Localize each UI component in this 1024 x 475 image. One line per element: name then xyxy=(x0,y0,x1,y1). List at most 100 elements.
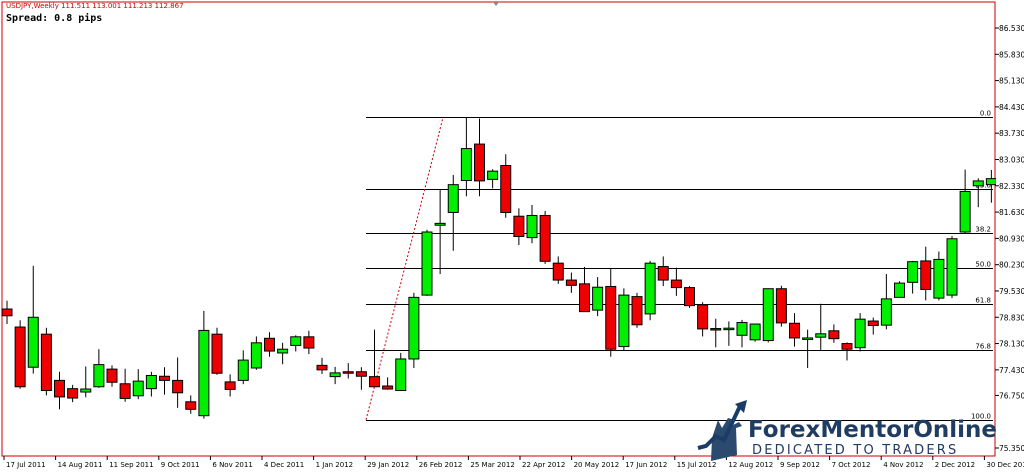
candle xyxy=(355,367,367,390)
candle xyxy=(172,357,184,408)
candle-body-bull xyxy=(644,262,656,315)
candle xyxy=(434,189,446,275)
candle-body-bear xyxy=(316,364,328,371)
candle-body-bear xyxy=(54,379,65,398)
candle-body-bull xyxy=(487,170,499,180)
candle-body-bear xyxy=(159,375,170,381)
candle-body-bull xyxy=(736,322,748,336)
candle xyxy=(80,366,92,398)
y-tick-label: 81.630 xyxy=(999,208,1024,217)
candle xyxy=(933,251,945,301)
candle xyxy=(644,260,656,321)
candle-body-bear xyxy=(211,333,223,374)
candle-body-bear xyxy=(631,296,643,326)
fib-level-label: 38.2 xyxy=(975,226,991,234)
candle-body-bear xyxy=(369,376,380,388)
candle-body-bear xyxy=(355,371,367,377)
candle xyxy=(211,327,223,375)
candle-body-bull xyxy=(395,358,407,392)
candle xyxy=(972,178,984,208)
candle-body-bull xyxy=(618,294,630,348)
candle xyxy=(579,266,590,313)
candle xyxy=(500,154,512,218)
forexmentor-watermark: ForexMentorOnline DEDICATED TO TRADERS xyxy=(697,400,997,461)
candle xyxy=(1,300,13,325)
y-tick-label: 78.130 xyxy=(999,340,1024,349)
candle-body-bull xyxy=(907,261,919,283)
candle-body-bear xyxy=(841,343,853,350)
candle-body-bull xyxy=(434,222,446,226)
candle xyxy=(119,368,131,402)
candle xyxy=(145,371,157,397)
candle-body-bear xyxy=(867,320,879,327)
candle xyxy=(828,324,840,343)
candle xyxy=(749,323,761,342)
candle xyxy=(382,377,394,390)
candle xyxy=(40,327,52,396)
candle-body-bear xyxy=(67,388,79,399)
candle xyxy=(854,313,866,352)
x-tick-label: 17 Jun 2012 xyxy=(625,461,667,469)
candle-body-bear xyxy=(185,401,197,410)
candle xyxy=(277,342,289,365)
watermark-tagline: DEDICATED TO TRADERS xyxy=(752,443,958,458)
candle xyxy=(684,286,695,308)
x-tick-label: 17 Jul 2011 xyxy=(6,461,46,469)
candle-body-bull xyxy=(93,364,105,388)
candle-body-bull xyxy=(132,380,144,397)
candle-body-bull xyxy=(749,323,761,341)
fib-level-label: 76.8 xyxy=(975,343,991,351)
candle-body-bull xyxy=(250,342,262,369)
candle-body-bear xyxy=(342,371,354,374)
candle xyxy=(421,229,433,296)
watermark-brand: ForexMentorOnline xyxy=(748,417,997,443)
candle xyxy=(867,317,879,335)
spread-label: Spread: 0.8 pips xyxy=(6,13,103,24)
candle-body-bear xyxy=(474,143,485,182)
candle-body-bear xyxy=(697,304,709,330)
candle xyxy=(342,363,354,379)
candle xyxy=(106,365,118,387)
candle-body-bull xyxy=(802,337,814,340)
candle-body-bull xyxy=(145,374,157,390)
x-tick-label: 4 Dec 2011 xyxy=(264,461,304,469)
candle-body-bull xyxy=(762,288,774,342)
x-tick-label: 25 Mar 2012 xyxy=(470,461,514,469)
x-tick-label: 7 Oct 2012 xyxy=(832,461,871,469)
candle xyxy=(447,174,459,251)
candle xyxy=(67,384,79,403)
forexmentor-logo-icon xyxy=(697,400,747,461)
candle xyxy=(159,367,170,395)
candle xyxy=(762,288,774,343)
candle xyxy=(552,256,564,284)
candle xyxy=(408,292,420,368)
candle xyxy=(959,169,971,234)
candle-body-bear xyxy=(303,336,315,349)
y-tick-label: 86.530 xyxy=(999,24,1024,33)
y-tick-label: 83.730 xyxy=(999,129,1024,138)
candle-body-bear xyxy=(579,283,590,313)
y-tick-label: 80.230 xyxy=(999,261,1024,270)
candle-body-bull xyxy=(880,298,892,326)
fib-level-label: 50.0 xyxy=(975,261,991,269)
candle xyxy=(526,204,538,244)
fib-level-label: 0.0 xyxy=(980,110,991,118)
candle xyxy=(93,349,105,388)
candle-body-bull xyxy=(972,180,984,187)
chart-shift-marker-icon xyxy=(493,2,499,6)
x-tick-label: 15 Jul 2012 xyxy=(677,461,717,469)
y-tick-label: 80.930 xyxy=(999,234,1024,243)
candle xyxy=(565,272,577,293)
candle xyxy=(198,310,210,419)
candle-body-bull xyxy=(408,296,420,360)
candle xyxy=(592,277,604,317)
x-tick-label: 4 Nov 2012 xyxy=(883,461,923,469)
candle xyxy=(789,313,800,347)
y-tick-label: 78.830 xyxy=(999,313,1024,322)
x-tick-label: 9 Oct 2011 xyxy=(161,461,200,469)
candle-body-bear xyxy=(552,262,564,281)
candle xyxy=(802,329,814,368)
y-tick-label: 84.430 xyxy=(999,103,1024,112)
candle xyxy=(605,268,617,357)
